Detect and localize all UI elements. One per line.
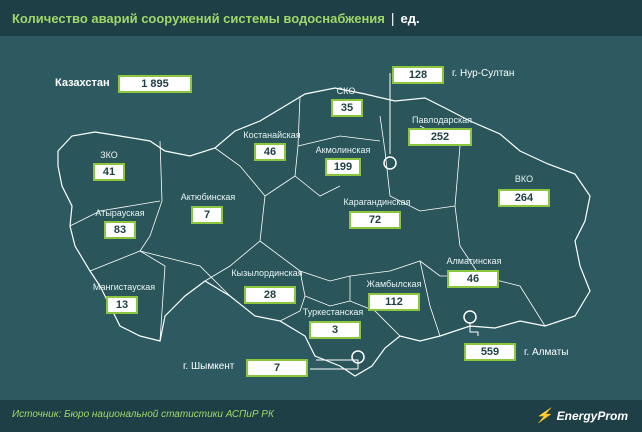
region-value-almaty: 46 — [447, 270, 499, 288]
region-label-akmola: Акмолинская — [315, 145, 371, 155]
city-value-almaty: 559 — [464, 343, 516, 361]
footer-bar: Источник: Бюро национальной статистики А… — [0, 400, 642, 432]
title-separator: | — [390, 10, 395, 26]
city-leaders — [310, 73, 479, 370]
region-label-almaty: Алматинская — [446, 256, 502, 266]
header-bar: Количество аварий сооружений системы вод… — [0, 0, 642, 36]
title-unit: ед. — [400, 10, 420, 26]
source-note: Источник: Бюро национальной статистики А… — [12, 409, 274, 420]
city-label-nursultan: г. Нур-Султан — [452, 68, 515, 79]
region-value-kyzylorda: 28 — [244, 286, 296, 304]
region-value-zko: 41 — [93, 163, 125, 181]
region-value-sko: 35 — [331, 99, 363, 117]
city-label-shymkent: г. Шымкент — [183, 361, 235, 372]
city-value-nursultan: 128 — [392, 66, 444, 84]
region-value-zhambyl: 112 — [368, 293, 420, 311]
region-label-atyrau: Атырауская — [95, 208, 145, 218]
logo-text: EnergyProm — [556, 408, 628, 423]
region-value-akmola: 199 — [325, 158, 361, 176]
region-label-vko: ВКО — [514, 174, 534, 184]
region-label-kyzylorda: Кызылординская — [231, 268, 303, 278]
region-value-atyrau: 83 — [104, 221, 136, 239]
region-label-zhambyl: Жамбылская — [366, 279, 422, 289]
region-label-mangystau: Мангистауская — [92, 282, 156, 292]
kazakhstan-map — [57, 73, 591, 377]
region-label-turkestan: Туркестанская — [302, 307, 364, 317]
region-value-aktobe: 7 — [191, 206, 223, 224]
region-value-karaganda: 72 — [349, 211, 401, 229]
region-value-turkestan: 3 — [309, 321, 361, 339]
region-label-aktobe: Актюбинская — [180, 192, 236, 202]
lightning-icon: ⚡ — [535, 407, 553, 423]
region-value-pavlodar: 252 — [408, 128, 472, 146]
country-outline — [57, 87, 591, 377]
total-label: Казахстан — [55, 77, 110, 89]
energyprom-logo: ⚡ EnergyProm — [535, 407, 628, 424]
region-label-karaganda: Карагандинская — [343, 197, 411, 207]
page-title: Количество аварий сооружений системы вод… — [12, 10, 385, 26]
total-value: 1 895 — [118, 75, 192, 93]
region-value-mangystau: 13 — [106, 296, 138, 314]
region-label-zko: ЗКО — [100, 150, 118, 160]
region-value-vko: 264 — [498, 189, 550, 207]
region-label-sko: СКО — [336, 86, 356, 96]
region-label-kostanay: Костанайская — [243, 130, 301, 140]
city-label-almaty: г. Алматы — [524, 347, 569, 358]
region-label-pavlodar: Павлодарская — [412, 115, 472, 125]
city-value-shymkent: 7 — [246, 359, 308, 377]
map-area: Казахстан 1 895 ЗКО 41 Атырауская 83 Ман… — [0, 36, 642, 400]
region-borders — [69, 95, 546, 342]
region-value-kostanay: 46 — [254, 143, 286, 161]
